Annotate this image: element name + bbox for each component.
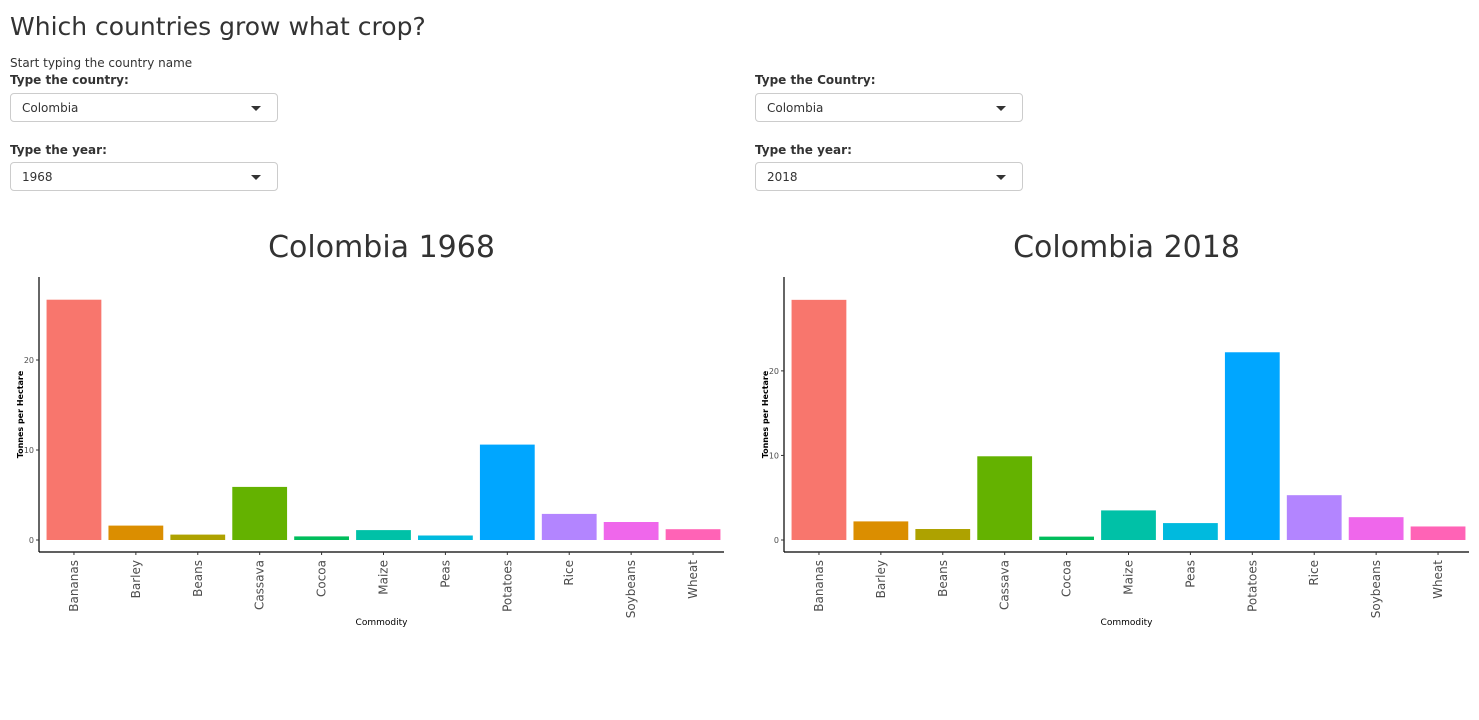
page-title: Which countries grow what crop?	[10, 12, 426, 41]
bar-barley	[108, 525, 164, 540]
chevron-down-icon	[996, 106, 1006, 111]
bar-potatoes	[1224, 352, 1280, 540]
bar-soybeans	[1348, 517, 1404, 540]
x-tick-label: Soybeans	[1369, 560, 1383, 618]
x-tick-label: Maize	[377, 560, 391, 595]
y-tick-label: 10	[24, 446, 34, 455]
chart-right: Colombia 2018 0 10 20 Bananas Barley Beans Cass…	[745, 220, 1475, 640]
bar-chart-right: Colombia 2018 0 10 20 Bananas Barley Beans Cass…	[761, 230, 1469, 628]
bar-potatoes	[479, 444, 535, 540]
x-tick-label: Maize	[1122, 560, 1136, 595]
bar-peas	[418, 535, 473, 540]
bar-rice	[1286, 495, 1342, 540]
bar-bananas	[791, 299, 847, 540]
left-country-select[interactable]: Colombia	[10, 93, 278, 122]
y-tick-label: 20	[24, 356, 34, 365]
bar-cassava	[232, 486, 288, 540]
x-tick-label: Potatoes	[1245, 560, 1259, 612]
x-tick-label: Wheat	[686, 560, 700, 599]
right-country-label: Type the Country:	[755, 73, 876, 87]
x-tick-label: Peas	[438, 560, 452, 588]
bar-chart-left: Colombia 1968 0 10 20 Bananas Barley Beans Cass…	[16, 230, 724, 628]
chart-title: Colombia 2018	[1013, 230, 1240, 265]
x-tick-label: Barley	[129, 560, 143, 598]
x-tick-label: Soybeans	[624, 560, 638, 618]
bar-bananas	[46, 299, 102, 540]
y-axis-title: Tonnes per Hectare	[761, 370, 770, 458]
bar-cocoa	[1039, 536, 1094, 540]
bar-rice	[541, 513, 597, 540]
y-axis-title: Tonnes per Hectare	[16, 370, 25, 458]
right-year-select[interactable]: 2018	[755, 162, 1023, 191]
x-tick-label: Wheat	[1431, 560, 1445, 599]
x-tick-label: Peas	[1183, 560, 1197, 588]
y-tick-label: 0	[29, 536, 34, 545]
x-axis-title: Commodity	[1101, 618, 1154, 628]
y-tick-label: 0	[774, 536, 779, 545]
country-hint: Start typing the country name	[10, 56, 193, 70]
bar-beans	[915, 529, 971, 540]
right-country-value: Colombia	[767, 101, 824, 115]
left-country-label: Type the country:	[10, 73, 129, 87]
chevron-down-icon	[251, 175, 261, 180]
bar-cassava	[977, 456, 1033, 540]
x-tick-label: Cassava	[253, 560, 267, 610]
chart-left: Colombia 1968 0 10 20 Bananas Barley Beans Cass…	[0, 220, 730, 640]
bar-barley	[853, 521, 909, 540]
chart-title: Colombia 1968	[268, 230, 495, 265]
y-tick-label: 10	[769, 451, 779, 460]
right-year-value: 2018	[767, 170, 798, 184]
x-tick-label: Barley	[874, 560, 888, 598]
bar-cocoa	[294, 536, 349, 540]
chevron-down-icon	[251, 106, 261, 111]
bar-wheat	[1410, 526, 1466, 540]
left-country-value: Colombia	[22, 101, 79, 115]
x-tick-label: Rice	[1307, 560, 1321, 586]
x-tick-label: Rice	[562, 560, 576, 586]
bar-maize	[1101, 510, 1156, 540]
x-tick-label: Beans	[936, 560, 950, 597]
right-year-label: Type the year:	[755, 143, 852, 157]
bar-beans	[170, 534, 226, 540]
bar-maize	[356, 530, 411, 540]
x-tick-label: Bananas	[812, 560, 826, 612]
left-year-label: Type the year:	[10, 143, 107, 157]
bar-soybeans	[603, 522, 659, 540]
x-tick-label: Cocoa	[1060, 560, 1074, 597]
bar-peas	[1163, 523, 1218, 540]
chevron-down-icon	[996, 175, 1006, 180]
x-tick-label: Cassava	[998, 560, 1012, 610]
y-tick-label: 20	[769, 367, 779, 376]
bar-wheat	[665, 529, 721, 540]
x-tick-label: Cocoa	[315, 560, 329, 597]
x-axis-title: Commodity	[356, 618, 409, 628]
x-tick-label: Beans	[191, 560, 205, 597]
x-tick-label: Bananas	[67, 560, 81, 612]
left-year-value: 1968	[22, 170, 53, 184]
x-tick-label: Potatoes	[500, 560, 514, 612]
left-year-select[interactable]: 1968	[10, 162, 278, 191]
right-country-select[interactable]: Colombia	[755, 93, 1023, 122]
